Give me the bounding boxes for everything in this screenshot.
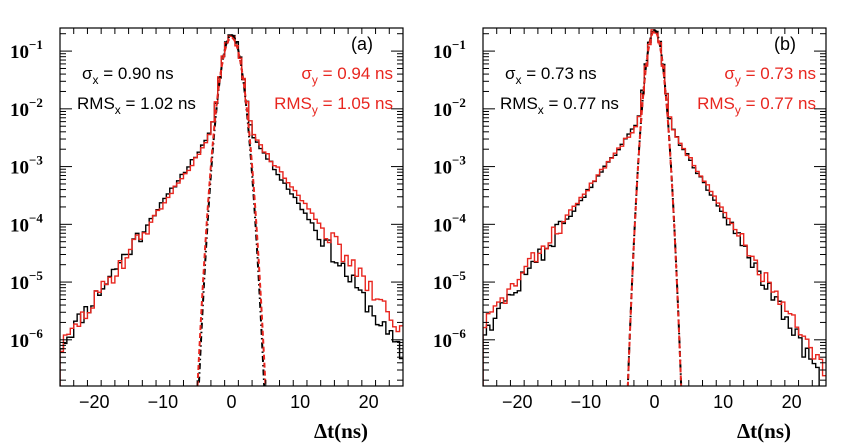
x-tick-label: 10	[713, 392, 733, 412]
panel-a: −20 −10 0 10 20 10−1 10−2 10−3 10−4 10−5 10−6 Δt(ns…	[10, 27, 404, 443]
y-tick-label: 10−6	[433, 326, 466, 352]
fit-gauss-y	[626, 30, 683, 386]
histogram-x	[60, 34, 403, 386]
annotation-sigma-y: σy = 0.73 ns	[724, 64, 816, 87]
y-tick-label: 10−2	[433, 95, 466, 121]
y-tick-label: 10−5	[10, 268, 43, 294]
x-tick-label: 20	[782, 392, 802, 412]
annotation-rms-y: RMSy = 1.05 ns	[274, 94, 393, 117]
x-tick-label: −10	[571, 392, 602, 412]
y-tick-label: 10−3	[433, 153, 466, 179]
x-tick-label: 10	[290, 392, 310, 412]
annotation-rms-x: RMSx = 0.77 ns	[500, 94, 619, 117]
annotation-rms-y: RMSy = 0.77 ns	[697, 94, 816, 117]
annotation-sigma-y: σy = 0.94 ns	[301, 64, 393, 87]
y-tick-label: 10−1	[433, 37, 466, 63]
histogram-x	[483, 30, 820, 386]
annotation-sigma-x: σx = 0.90 ns	[82, 64, 174, 87]
panel-label: (a)	[351, 34, 373, 54]
x-tick-label: −10	[148, 392, 179, 412]
y-tick-label: 10−6	[10, 326, 43, 352]
x-tick-label: 0	[226, 392, 236, 412]
annotation-sigma-x: σx = 0.73 ns	[505, 64, 597, 87]
x-tick-label: 0	[649, 392, 659, 412]
histogram-y	[483, 29, 826, 386]
histogram-y	[60, 35, 403, 386]
x-axis-title: Δt(ns)	[737, 419, 791, 443]
y-tick-label: 10−5	[433, 268, 466, 294]
plot-area	[483, 29, 826, 386]
fit-gauss-y	[196, 36, 267, 386]
plot-area	[60, 33, 403, 386]
panel-label: (b)	[774, 34, 796, 54]
y-tick-label: 10−4	[433, 210, 466, 236]
y-tick-label: 10−4	[10, 210, 43, 236]
x-axis-title: Δt(ns)	[314, 419, 368, 443]
y-tick-label: 10−1	[10, 37, 43, 63]
panel-b: −20 −10 0 10 20 10−1 10−2 10−3 10−4 10−5 10−6 Δt(ns…	[433, 27, 827, 443]
x-tick-label: 20	[359, 392, 379, 412]
annotation-rms-x: RMSx = 1.02 ns	[77, 94, 196, 117]
fit-gauss-x	[197, 33, 266, 386]
y-tick-label: 10−3	[10, 153, 43, 179]
x-tick-label: −20	[79, 392, 110, 412]
y-tick-label: 10−2	[10, 95, 43, 121]
x-tick-label: −20	[502, 392, 533, 412]
